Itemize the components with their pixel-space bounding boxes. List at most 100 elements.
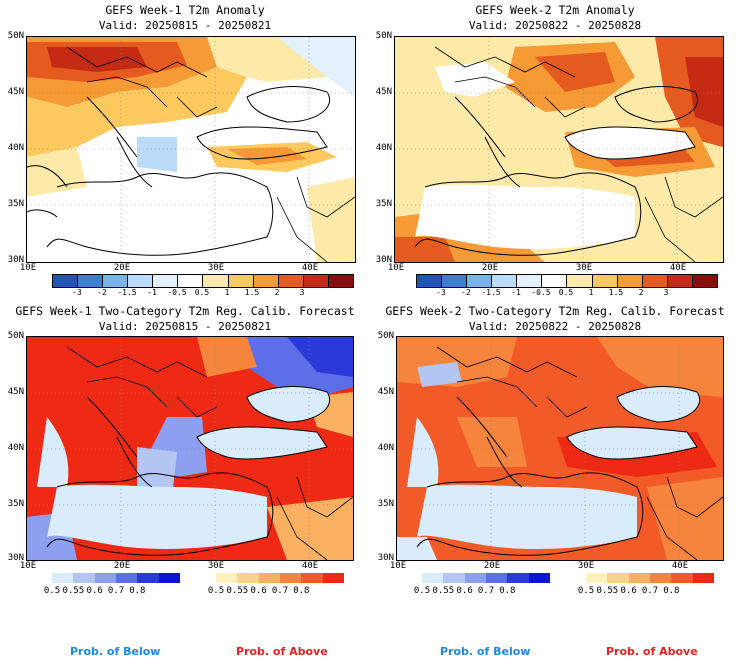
colorbar-label: 0.6 (456, 586, 473, 596)
colorbar-swatch (52, 573, 74, 583)
colorbar-swatch (667, 275, 693, 287)
lat-label: 35N (377, 499, 394, 509)
colorbar-label: 0.5 (577, 586, 595, 596)
colorbar-label: 0.6 (250, 586, 267, 596)
colorbar-swatch (253, 275, 279, 287)
colorbar-label: 0.8 (663, 586, 680, 596)
lat-label: 50N (7, 31, 24, 41)
colorbar-label: 0.7 (477, 586, 495, 596)
colorbar-swatch (642, 275, 668, 287)
above-probability-colorbar-labels: 0.5 0.55 0.6 0.7 0.8 (202, 586, 342, 596)
colorbar-swatch (517, 275, 543, 287)
colorbar-swatch (53, 275, 79, 287)
prob-below-label: Prob. of Below (440, 645, 531, 658)
colorbar-swatch (158, 573, 180, 583)
colorbar-label: 0.7 (271, 586, 289, 596)
colorbar-swatch (303, 275, 329, 287)
colorbar-swatch (528, 573, 550, 583)
lat-label: 50N (377, 331, 394, 341)
colorbar-label: 2 (638, 288, 644, 297)
panel-title: GEFS Week-2 T2m Anomaly (475, 3, 635, 17)
colorbar-label: -1.5 (481, 288, 501, 297)
panel-valid-dates: Valid: 20250822 - 20250828 (468, 19, 642, 32)
colorbar-swatch (178, 275, 204, 287)
panel-week2-anomaly: GEFS Week-2 T2m Anomaly Valid: 20250822 … (370, 0, 740, 300)
lon-label: 10E (19, 561, 37, 571)
colorbar-swatch (258, 573, 280, 583)
lon-label: 40E (671, 561, 689, 571)
colorbar-swatch (137, 573, 159, 583)
colorbar-swatch (94, 573, 116, 583)
colorbar-label: -0.5 (167, 288, 187, 297)
lat-label: 45N (7, 387, 24, 397)
lat-label: 30N (7, 255, 24, 265)
colorbar-label: -1 (147, 288, 157, 297)
colorbar-label: -1 (511, 288, 521, 297)
colorbar-label: 3 (663, 288, 669, 297)
colorbar-swatch (153, 275, 179, 287)
colorbar-swatch (464, 573, 486, 583)
lat-label: 50N (375, 31, 392, 41)
colorbar-swatch (671, 573, 693, 583)
lat-label: 35N (7, 199, 24, 209)
above-probability-colorbar-labels: 0.5 0.55 0.6 0.7 0.8 (572, 586, 712, 596)
colorbar-swatch (237, 573, 259, 583)
colorbar-label: 0.5 (43, 586, 61, 596)
lon-label: 10E (19, 263, 37, 273)
colorbar-label: -3 (72, 288, 82, 297)
colorbar-swatch (442, 275, 468, 287)
panel-valid-dates: Valid: 20250815 - 20250821 (98, 320, 272, 333)
lat-label: 30N (377, 553, 394, 563)
colorbar-label: 0.5 (558, 288, 574, 297)
above-probability-colorbar (586, 573, 714, 583)
colorbar-swatch (467, 275, 493, 287)
lon-label: 30E (207, 561, 225, 571)
colorbar-swatch (607, 573, 629, 583)
colorbar-swatch (279, 573, 302, 583)
colorbar-label: 0.8 (499, 586, 516, 596)
above-probability-colorbar (216, 573, 344, 583)
lon-label: 10E (389, 561, 407, 571)
anomaly-colorbar (416, 274, 718, 288)
colorbar-label: 1 (224, 288, 230, 297)
colorbar-swatch (203, 275, 229, 287)
colorbar-swatch (443, 573, 465, 583)
panel-title: GEFS Week-1 Two-Category T2m Reg. Calib.… (15, 304, 355, 318)
colorbar-label: -3 (436, 288, 446, 297)
colorbar-swatch (567, 275, 593, 287)
lon-label: 40E (669, 263, 687, 273)
colorbar-swatch (485, 573, 508, 583)
panel-title: GEFS Week-2 Two-Category T2m Reg. Calib.… (385, 304, 725, 318)
colorbar-label: 0.55 (226, 586, 249, 596)
colorbar-label: 0.55 (432, 586, 455, 596)
lat-label: 40N (375, 143, 392, 153)
lat-label: 45N (7, 87, 24, 97)
colorbar-label: 1.5 (244, 288, 260, 297)
colorbar-label: 0.7 (107, 586, 125, 596)
anomaly-colorbar (52, 274, 354, 288)
prob-above-label: Prob. of Above (236, 645, 328, 658)
colorbar-label: 1 (588, 288, 594, 297)
below-probability-colorbar-labels: 0.5 0.55 0.6 0.7 0.8 (408, 586, 548, 596)
lon-label: 30E (577, 561, 595, 571)
colorbar-swatch (542, 275, 568, 287)
map-week1-anomaly (26, 36, 356, 263)
panel-valid-dates: Valid: 20250822 - 20250828 (468, 320, 642, 333)
lon-label: 20E (483, 561, 501, 571)
colorbar-swatch (78, 275, 104, 287)
colorbar-swatch (417, 275, 443, 287)
colorbar-label: -0.5 (531, 288, 551, 297)
colorbar-label: 0.55 (596, 586, 619, 596)
lon-label: 20E (113, 561, 131, 571)
lon-label: 30E (207, 263, 225, 273)
lat-label: 30N (7, 553, 24, 563)
colorbar-swatch (216, 573, 238, 583)
panel-week1-anomaly: GEFS Week-1 T2m Anomaly Valid: 20250815 … (0, 0, 370, 300)
colorbar-swatch (592, 275, 618, 287)
lat-label: 35N (7, 499, 24, 509)
prob-below-label: Prob. of Below (70, 645, 161, 658)
colorbar-swatch (115, 573, 138, 583)
colorbar-label: 1.5 (608, 288, 624, 297)
prob-above-label: Prob. of Above (606, 645, 698, 658)
colorbar-swatch (586, 573, 608, 583)
